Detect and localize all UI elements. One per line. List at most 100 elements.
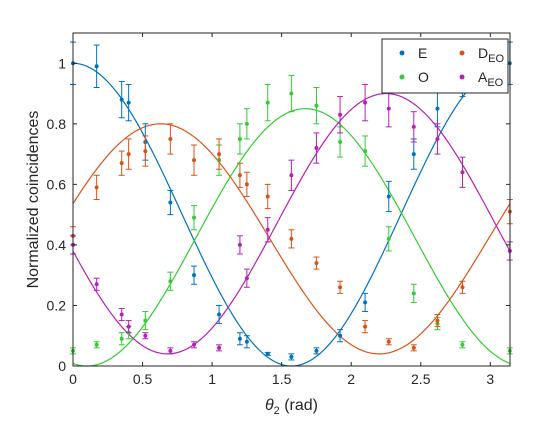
data-point: [435, 106, 440, 111]
plot-frame: [72, 32, 511, 367]
data-point: [386, 339, 391, 344]
data-point: [411, 124, 416, 129]
data-point: [289, 173, 294, 178]
data-point: [265, 100, 270, 105]
data-point: [119, 97, 124, 102]
x-axis-label-subscript: 2: [274, 405, 280, 417]
y-tick-label: 0.2: [47, 297, 67, 313]
data-point: [289, 236, 294, 241]
data-point: [314, 146, 319, 151]
y-tick-label: 1: [58, 55, 66, 71]
x-tick-label: 2.5: [411, 371, 431, 387]
data-point: [386, 106, 391, 111]
data-point: [143, 333, 148, 338]
data-point: [244, 339, 249, 344]
data-point: [411, 152, 416, 157]
data-point: [94, 185, 99, 190]
data-point: [143, 318, 148, 323]
data-point: [126, 100, 131, 105]
data-point: [244, 121, 249, 126]
data-point: [237, 136, 242, 141]
data-point: [363, 300, 368, 305]
x-tick-label: 0: [69, 371, 77, 387]
data-point: [338, 333, 343, 338]
y-tick-label: 0.6: [47, 176, 67, 192]
legend-marker-a_eo: [459, 74, 465, 80]
data-point: [314, 348, 319, 353]
data-point: [363, 100, 368, 105]
legend-label-o: O: [418, 69, 429, 85]
data-point: [126, 152, 131, 157]
data-point: [386, 236, 391, 241]
data-point: [237, 336, 242, 341]
data-point: [94, 64, 99, 69]
data-point: [237, 173, 242, 178]
data-point: [168, 136, 173, 141]
x-tick-label: 3: [486, 371, 494, 387]
data-point: [363, 324, 368, 329]
data-point: [411, 291, 416, 296]
data-point: [435, 136, 440, 141]
data-point: [217, 312, 222, 317]
data-point: [94, 282, 99, 287]
data-point: [244, 276, 249, 281]
y-tick-label: 0: [58, 358, 66, 374]
data-point: [338, 285, 343, 290]
data-point: [265, 194, 270, 199]
y-axis-label: Normalized coincidences: [25, 111, 42, 289]
data-point: [265, 227, 270, 232]
data-point: [192, 342, 197, 347]
data-point: [217, 345, 222, 350]
data-point: [363, 149, 368, 154]
data-point: [386, 194, 391, 199]
x-axis-label: θ2 (rad): [265, 397, 318, 417]
data-point: [217, 152, 222, 157]
y-axis-ticks: 0 0.2 0.4 0.6 0.8 1: [47, 55, 510, 374]
data-point: [435, 318, 440, 323]
legend-box: [381, 38, 509, 94]
legend: EO DEO AEO: [381, 38, 509, 94]
data-point: [94, 342, 99, 347]
legend-label-a_eo: AEO: [478, 69, 504, 89]
data-point: [192, 273, 197, 278]
series-o: [70, 74, 513, 355]
series-a_eo: [70, 83, 513, 355]
x-tick-label: 1.5: [272, 371, 292, 387]
data-point: [411, 345, 416, 350]
x-axis-label-symbol: θ: [265, 397, 274, 414]
x-tick-label: 2: [347, 371, 355, 387]
series-e: [70, 41, 513, 361]
data-point: [314, 261, 319, 266]
data-point: [460, 342, 465, 347]
data-point: [338, 112, 343, 117]
fit-curve-a_eo: [72, 92, 511, 355]
legend-label-e: E: [418, 45, 427, 61]
data-point: [244, 182, 249, 187]
data-point: [314, 103, 319, 108]
data-point: [119, 336, 124, 341]
y-tick-label: 0.4: [47, 237, 67, 253]
data-point: [338, 139, 343, 144]
data-point: [119, 312, 124, 317]
data-point: [143, 149, 148, 154]
data-point: [168, 200, 173, 205]
data-point: [192, 215, 197, 220]
data-point: [168, 279, 173, 284]
data-point: [192, 158, 197, 163]
legend-label-d_eo: DEO: [478, 45, 504, 65]
legend-marker-e: [399, 50, 405, 56]
data-point: [126, 324, 131, 329]
x-tick-label: 0.5: [133, 371, 153, 387]
data-point: [237, 242, 242, 247]
data-point: [265, 351, 270, 356]
data-point: [289, 91, 294, 96]
data-point: [460, 285, 465, 290]
data-point: [289, 354, 294, 359]
x-axis-label-unit: (rad): [280, 397, 318, 414]
legend-marker-o: [399, 74, 405, 80]
x-tick-label: 1: [208, 371, 216, 387]
x-axis-ticks: 0 0.5 1 1.5 2 2.5 3: [69, 33, 494, 387]
series-d_eo: [70, 123, 513, 352]
